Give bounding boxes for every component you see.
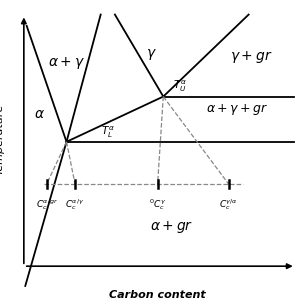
Text: $C_c^{\alpha/gr}$: $C_c^{\alpha/gr}$ [35,197,58,212]
Text: $\alpha+\gamma+gr$: $\alpha+\gamma+gr$ [206,102,268,117]
Text: $\gamma$: $\gamma$ [147,47,157,62]
Text: $C_c^{\gamma/\alpha}$: $C_c^{\gamma/\alpha}$ [219,197,238,212]
Text: $T_L^\alpha$: $T_L^\alpha$ [101,124,114,140]
Text: $\alpha$: $\alpha$ [34,106,45,120]
Text: $C_c^{\alpha/\gamma}$: $C_c^{\alpha/\gamma}$ [65,197,85,212]
Text: Temperature: Temperature [0,103,5,175]
Text: $\alpha+gr$: $\alpha+gr$ [150,219,193,235]
Text: $\alpha+\gamma$: $\alpha+\gamma$ [48,55,85,71]
Text: $^0C_c^{\gamma}$: $^0C_c^{\gamma}$ [149,197,166,212]
Text: $T_U^\alpha$: $T_U^\alpha$ [173,79,187,94]
Text: Carbon content: Carbon content [109,290,206,300]
Text: $\gamma+gr$: $\gamma+gr$ [230,49,273,65]
